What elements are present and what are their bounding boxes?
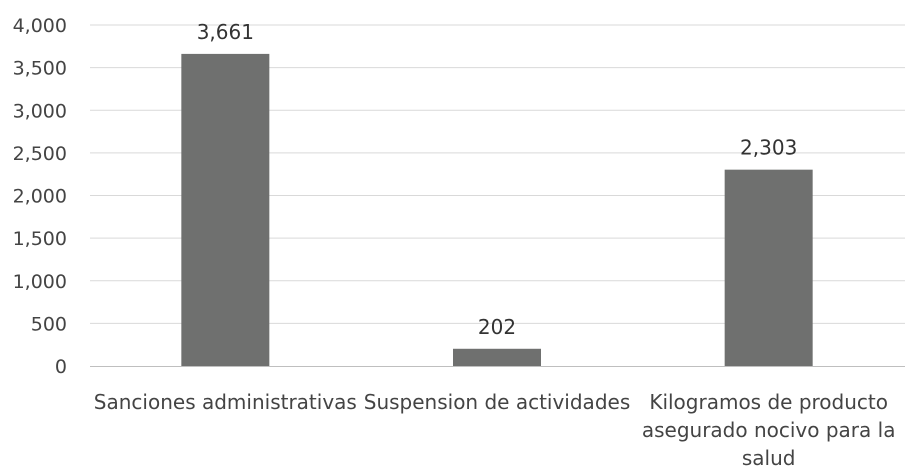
y-tick-label: 3,000 xyxy=(13,100,67,122)
bar xyxy=(453,348,541,366)
category-label: Kilogramos de producto asegurado nocivo p… xyxy=(642,390,896,470)
data-label: 202 xyxy=(478,315,516,339)
data-labels: 3,661 202 2,303 xyxy=(197,20,798,339)
y-tick-label: 4,000 xyxy=(13,15,67,37)
y-tick-label: 2,500 xyxy=(13,143,67,165)
y-tick-label: 3,500 xyxy=(13,58,67,80)
category-label: Sanciones administrativas xyxy=(94,390,357,414)
y-tick-label: 1,000 xyxy=(13,271,67,293)
y-tick-label: 0 xyxy=(55,356,67,378)
y-tick-label: 2,000 xyxy=(13,186,67,208)
bar xyxy=(181,53,270,366)
y-axis-tick-labels: 0 500 1,000 1,500 2,000 2,500 3,000 3,500 4,000 xyxy=(13,15,67,378)
bars xyxy=(181,53,813,366)
category-label: Suspension de actividades xyxy=(364,390,630,414)
y-tick-label: 500 xyxy=(31,313,67,335)
y-tick-label: 1,500 xyxy=(13,228,67,250)
bar xyxy=(724,169,813,366)
x-axis-category-labels: Sanciones administrativas Suspension de a… xyxy=(94,390,896,470)
data-label: 3,661 xyxy=(197,20,254,44)
data-label: 2,303 xyxy=(740,136,797,160)
